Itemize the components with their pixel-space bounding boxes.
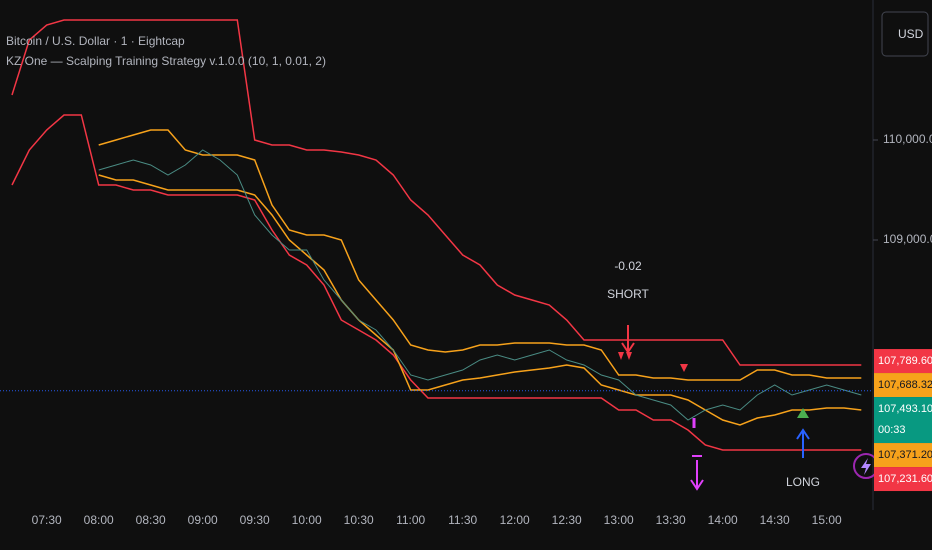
signal-markers: [618, 325, 810, 491]
x-tick-label: 10:00: [292, 513, 322, 527]
x-tick-label: 09:30: [240, 513, 270, 527]
alert-icon[interactable]: [861, 458, 871, 475]
long-label: LONG: [786, 475, 820, 489]
x-tick-label: 14:30: [760, 513, 790, 527]
price-label-box: [874, 373, 932, 398]
long-triangle: [797, 408, 809, 418]
x-tick-label: 11:30: [448, 513, 477, 527]
series-line: [98, 129, 862, 381]
price-label: 107,688.32: [878, 379, 932, 391]
price-label: 107,789.60: [878, 355, 932, 367]
chart-title: Bitcoin / U.S. Dollar · 1 · Eightcap: [6, 34, 185, 48]
chart-subtitle: KZ One — Scalping Training Strategy v.1.…: [6, 54, 326, 68]
exit-arrow: [690, 455, 704, 491]
x-tick-label: 07:30: [32, 513, 62, 527]
price-label-box: [874, 397, 932, 444]
x-tick-label: 08:30: [136, 513, 166, 527]
series-line: [11, 19, 862, 366]
series-line: [11, 114, 862, 451]
price-label: 107,493.10: [878, 403, 932, 415]
x-tick-label: 14:00: [708, 513, 738, 527]
y-tick-label: 110,000.00: [883, 132, 932, 146]
currency-label[interactable]: USD: [898, 27, 924, 41]
currency-button[interactable]: USD: [881, 11, 929, 57]
x-tick-label: 11:00: [396, 513, 425, 527]
plot-area: [0, 19, 873, 451]
price-label-box: [874, 443, 932, 468]
x-tick-label: 13:00: [604, 513, 634, 527]
x-tick-label: 13:30: [656, 513, 686, 527]
x-tick-label: 08:00: [84, 513, 114, 527]
series-line: [98, 149, 862, 421]
price-label-box: [874, 467, 932, 492]
price-label: 107,371.20: [878, 449, 932, 461]
series-line: [98, 174, 862, 426]
price-label-box: [874, 349, 932, 374]
x-tick-label: 12:00: [500, 513, 530, 527]
long-arrow: [796, 428, 810, 458]
price-label: 107,231.60: [878, 473, 932, 485]
x-tick-label: 10:30: [344, 513, 374, 527]
x-tick-label: 15:00: [812, 513, 842, 527]
currency-box[interactable]: [881, 11, 929, 57]
x-tick-label: 12:30: [552, 513, 582, 527]
x-tick-label: 09:00: [188, 513, 218, 527]
trade-profit: -0.02: [614, 259, 642, 273]
y-tick-label: 109,000.00: [883, 232, 932, 246]
short-label: SHORT: [607, 287, 649, 301]
countdown: 00:33: [878, 424, 906, 436]
